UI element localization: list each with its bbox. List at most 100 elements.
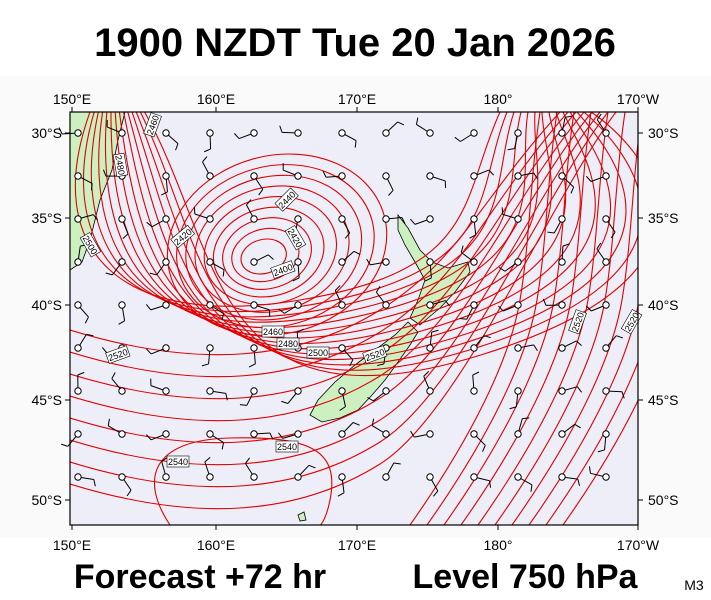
barb-feather [149, 272, 157, 276]
contour-line [409, 112, 541, 525]
contour-label-box [166, 455, 190, 468]
barb-feather [488, 169, 494, 176]
barb-feather [90, 183, 93, 191]
barb-station [382, 172, 390, 180]
barb-station [426, 129, 434, 137]
barb-feather [222, 269, 225, 277]
barb-station [74, 172, 82, 180]
barb-station [382, 430, 390, 438]
barb-feather [472, 371, 480, 376]
barb-feather [279, 125, 283, 133]
barb-feather [344, 232, 351, 239]
barb-station [514, 258, 522, 266]
barb-feather [308, 464, 316, 469]
barb-feather [469, 234, 476, 239]
level-label: Level 750 hPa [413, 558, 639, 596]
barb-feather [107, 418, 110, 426]
barb-station [250, 344, 258, 352]
contours [70, 112, 638, 525]
barb-feather [281, 400, 289, 404]
lat-label-left: 50°S [31, 492, 62, 508]
barb-station [426, 258, 434, 266]
barb-feather [501, 207, 504, 215]
contour-line [70, 112, 569, 378]
barb-station [558, 344, 566, 352]
barb-station [206, 258, 214, 266]
barb-feather [203, 148, 211, 153]
barb-feather [423, 371, 430, 377]
barb-feather [233, 133, 240, 139]
contour-line [118, 112, 567, 345]
barb-feather [102, 169, 107, 177]
barb-feather [459, 318, 467, 320]
contour-label-text: 2460 [263, 327, 283, 337]
barb-station [162, 430, 170, 438]
barb-feather [522, 417, 530, 420]
barb-station [206, 215, 214, 223]
contour-label-text: 2480 [113, 154, 126, 175]
barb-station [426, 473, 434, 481]
contour-label-box [306, 346, 330, 359]
barb-station [294, 301, 302, 309]
contour-line [70, 112, 561, 356]
barb-feather [221, 442, 225, 450]
barb-feather [146, 221, 153, 228]
contour-line [70, 112, 617, 510]
barb-feather [202, 156, 208, 163]
barb-feather [367, 396, 374, 402]
barb-feather [86, 333, 94, 337]
barb-station [206, 473, 214, 481]
contour-line [70, 112, 609, 488]
barb-station [162, 387, 170, 395]
barb-station [294, 215, 302, 223]
barb-feather [533, 344, 538, 352]
barb-station [162, 129, 170, 137]
contour-line [528, 302, 638, 525]
barb-feather [576, 340, 582, 346]
barb-station [294, 258, 302, 266]
contour-label-box [143, 112, 162, 138]
barb-station [470, 473, 478, 481]
barb-feather [339, 406, 346, 411]
barb-station [382, 301, 390, 309]
barb-station [558, 258, 566, 266]
contour-line [426, 112, 558, 525]
title: 1900 NZDT Tue 20 Jan 2026 [94, 21, 616, 65]
barb-feather [118, 320, 125, 325]
lon-label-bottom: 170°W [617, 537, 660, 553]
contour-line [104, 112, 529, 328]
barb-station [118, 215, 126, 223]
barb-feather [616, 335, 624, 339]
lon-label-bottom: 170°E [338, 537, 376, 553]
contour-label-box [620, 309, 643, 335]
barb-feather [498, 266, 506, 272]
contour-label-box [112, 152, 129, 178]
barb-feather [366, 258, 371, 266]
barb-feather [175, 143, 179, 151]
barb-station [426, 387, 434, 395]
contour-line [545, 360, 638, 525]
lat-label-left: 40°S [31, 297, 62, 313]
barb-feather [145, 304, 152, 311]
barb-station [206, 430, 214, 438]
barb-station [118, 129, 126, 137]
barb-station [162, 301, 170, 309]
barb-station [558, 387, 566, 395]
contour-line [98, 112, 522, 323]
contour-line [153, 437, 333, 525]
barb-feather [577, 386, 583, 393]
contour-label-box [284, 225, 307, 251]
lon-label-top: 160°E [197, 91, 235, 107]
lon-label-bottom: 180° [484, 537, 513, 553]
barb-feather [454, 136, 461, 142]
barb-feather [621, 391, 625, 399]
barb-station [162, 172, 170, 180]
contour-label-text: 2500 [308, 348, 328, 358]
lon-label-top: 170°E [338, 91, 376, 107]
contour-line [70, 112, 585, 422]
barb-station [338, 215, 346, 223]
contour-label-box [261, 325, 285, 338]
barb-station [74, 473, 82, 481]
contour-label: 2540 [275, 440, 299, 453]
